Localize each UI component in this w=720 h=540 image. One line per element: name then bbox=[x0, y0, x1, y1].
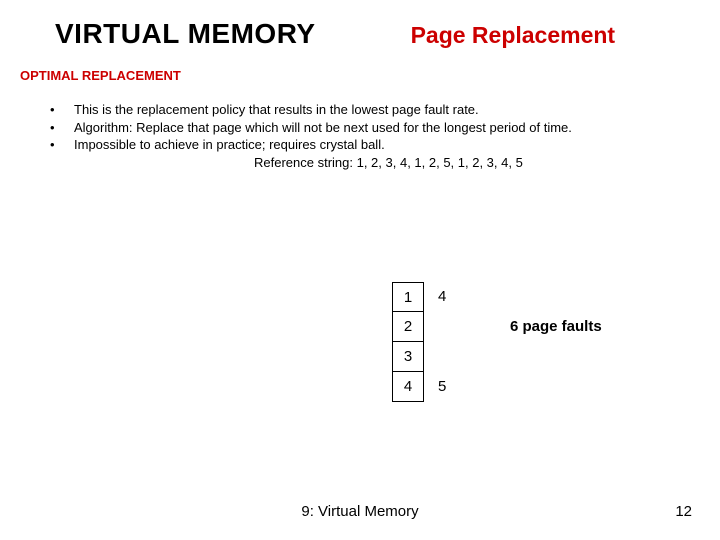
frame-cell: 3 bbox=[392, 342, 424, 372]
bullet-item: • This is the replacement policy that re… bbox=[50, 101, 700, 119]
sub-title: Page Replacement bbox=[411, 22, 616, 49]
bullet-text: This is the replacement policy that resu… bbox=[74, 101, 479, 119]
slide-footer: 9: Virtual Memory 12 bbox=[0, 503, 720, 520]
section-heading: OPTIMAL REPLACEMENT bbox=[0, 50, 720, 83]
reference-string: Reference string: 1, 2, 3, 4, 1, 2, 5, 1… bbox=[50, 154, 700, 172]
bullet-list: • This is the replacement policy that re… bbox=[0, 83, 720, 171]
annotation-row4: 5 bbox=[438, 378, 446, 395]
bullet-text: Impossible to achieve in practice; requi… bbox=[74, 136, 385, 154]
page-number: 12 bbox=[675, 503, 692, 520]
bullet-marker: • bbox=[50, 119, 74, 137]
bullet-text: Algorithm: Replace that page which will … bbox=[74, 119, 572, 137]
fault-count-label: 6 page faults bbox=[510, 318, 602, 335]
frame-cell: 2 bbox=[392, 312, 424, 342]
annotation-row1: 4 bbox=[438, 288, 446, 305]
bullet-marker: • bbox=[50, 101, 74, 119]
frame-cell: 4 bbox=[392, 372, 424, 402]
slide-header: VIRTUAL MEMORY Page Replacement bbox=[0, 0, 720, 50]
frame-cell: 1 bbox=[392, 282, 424, 312]
bullet-item: • Algorithm: Replace that page which wil… bbox=[50, 119, 700, 137]
frame-table: 1 2 3 4 bbox=[392, 282, 424, 402]
bullet-item: • Impossible to achieve in practice; req… bbox=[50, 136, 700, 154]
main-title: VIRTUAL MEMORY bbox=[55, 18, 316, 50]
bullet-marker: • bbox=[50, 136, 74, 154]
footer-center-text: 9: Virtual Memory bbox=[301, 503, 418, 520]
